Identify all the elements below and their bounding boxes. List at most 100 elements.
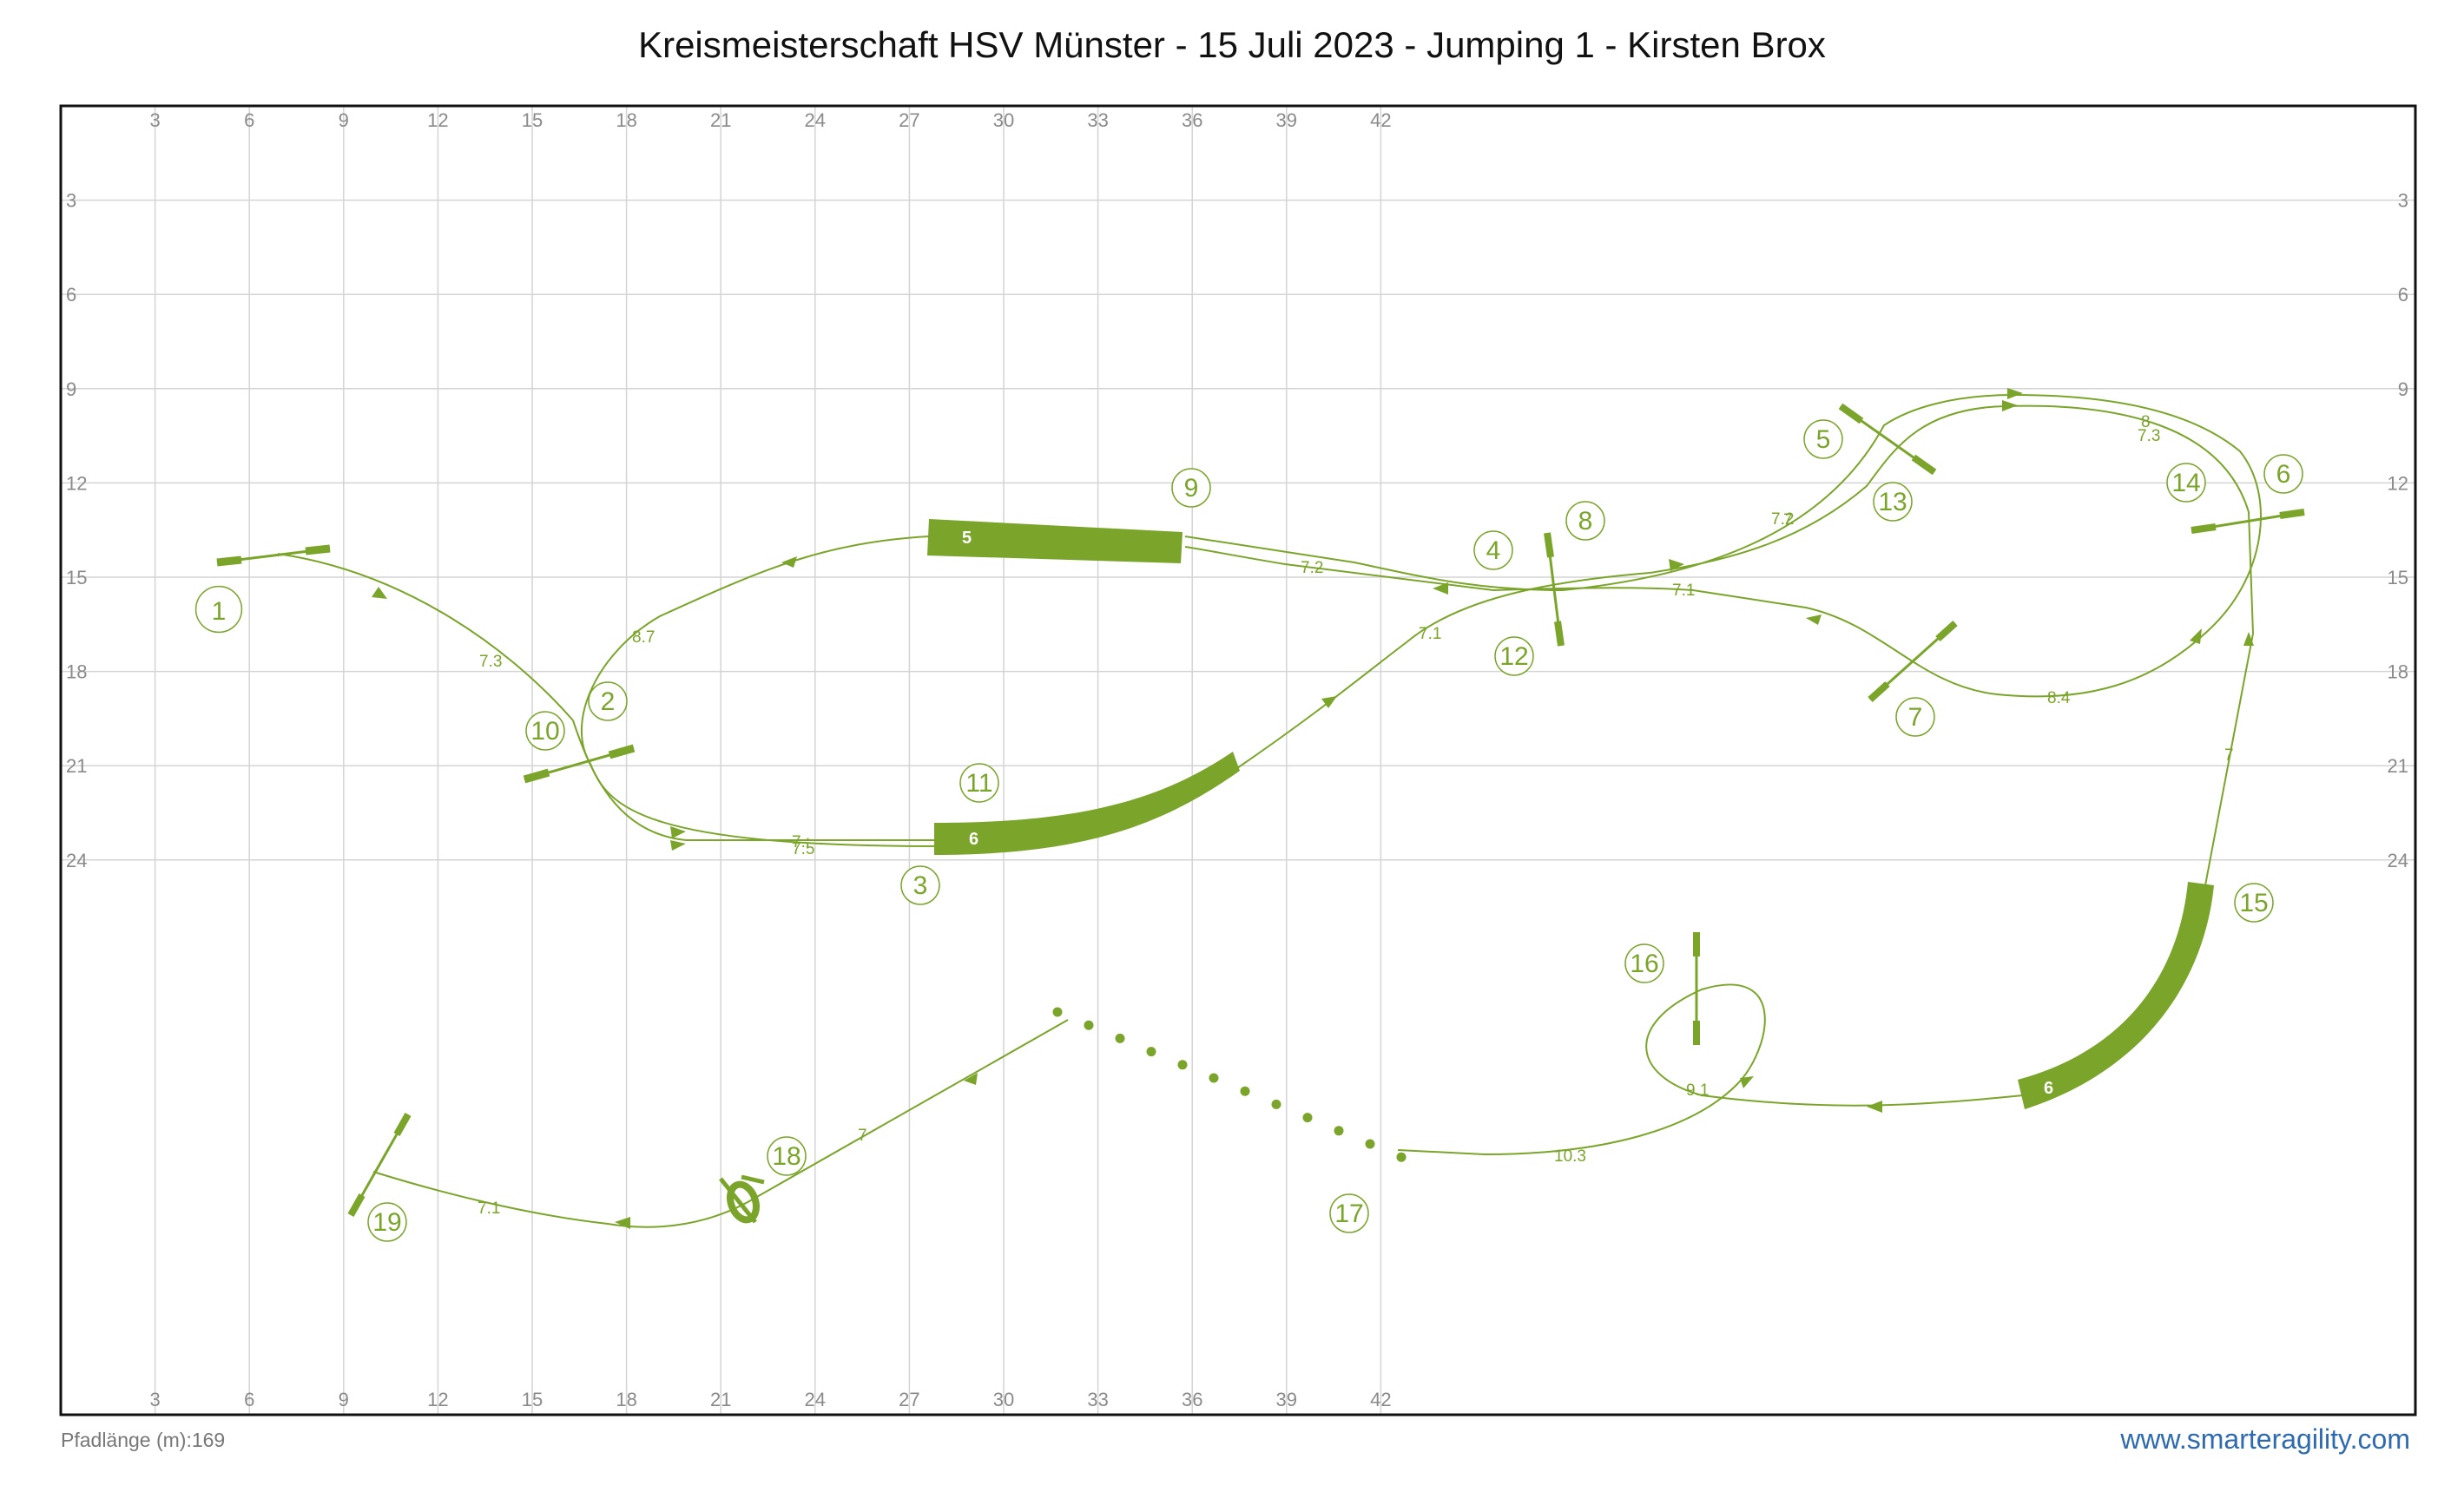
distance-label: 8.7: [632, 628, 655, 647]
tunnels: 5 6 6: [927, 519, 2214, 1109]
path-1-2: [277, 553, 574, 721]
path-length: Pfadlänge (m):169: [61, 1429, 226, 1451]
number-label: 8: [1578, 507, 1593, 536]
y-tick-right: 21: [2388, 755, 2408, 777]
number-label: 13: [1878, 488, 1907, 516]
number-circle: [1171, 468, 1211, 508]
number-label: 11: [965, 769, 992, 798]
obstacle-number-17: 17: [1329, 1193, 1369, 1233]
arrow-icon: [670, 826, 686, 838]
obstacle-number-18: 18: [767, 1136, 807, 1176]
number-circle: [900, 865, 940, 905]
tunnel-9: 5: [927, 519, 1183, 563]
weave-pole: [1146, 1047, 1156, 1057]
number-circle: [367, 1202, 407, 1242]
number-label: 14: [2171, 469, 2200, 497]
number-label: 19: [372, 1208, 401, 1237]
arrow-icon: [1806, 615, 1822, 625]
x-tick-top: 33: [1087, 109, 1108, 131]
obstacle-number-4: 4: [1473, 530, 1513, 570]
distance-label: 10.3: [1554, 1147, 1586, 1166]
arrow-icon: [1321, 696, 1337, 708]
brand-link[interactable]: www.smarteragility.com: [2120, 1423, 2410, 1455]
number-circle: [1873, 482, 1913, 522]
x-tick-bottom: 9: [339, 1389, 349, 1410]
y-tick-right: 15: [2388, 567, 2408, 588]
x-tick-bottom: 6: [244, 1389, 254, 1410]
obstacle-number-19: 19: [367, 1202, 407, 1242]
x-tick-top: 30: [993, 109, 1014, 131]
tunnel-15-label: 6: [2044, 1079, 2053, 1098]
path-6-8: [1492, 587, 2215, 698]
tunnel-15: 6: [2018, 882, 2214, 1109]
arrow-icon: [1867, 1101, 1882, 1113]
weave-pole: [1365, 1139, 1375, 1149]
obstacle-number-8: 8: [1565, 501, 1605, 541]
x-tick-bottom: 27: [899, 1389, 919, 1410]
number-circle: [1803, 419, 1843, 459]
obstacle-number-12: 12: [1494, 636, 1534, 676]
axis-ticks: 3366991212151518182121242427273030333336…: [66, 109, 2408, 1410]
distance-label: 7: [2224, 746, 2234, 765]
x-tick-bottom: 39: [1276, 1389, 1297, 1410]
number-label: 6: [2276, 460, 2291, 489]
x-tick-top: 27: [899, 109, 919, 131]
jump-6: [2191, 509, 2305, 534]
distance-label: 7: [858, 1127, 867, 1145]
x-tick-bottom: 30: [993, 1389, 1014, 1410]
y-tick-left: 9: [66, 378, 76, 400]
distance-label: 7.3: [2138, 427, 2160, 445]
tire-18: [719, 1174, 765, 1224]
distance-label: 7.1: [1672, 582, 1695, 600]
x-tick-top: 39: [1276, 109, 1297, 131]
number-circle: [1624, 943, 1664, 983]
weave-poles-17: [1052, 1007, 1407, 1162]
direction-arrows: [372, 388, 2254, 1229]
distance-label: 7.1: [1419, 625, 1441, 643]
number-label: 4: [1486, 536, 1501, 565]
y-tick-left: 15: [66, 567, 87, 588]
jump-2: [523, 744, 636, 784]
x-tick-bottom: 18: [616, 1389, 636, 1410]
weave-pole: [1115, 1033, 1125, 1043]
number-circle: [959, 763, 999, 803]
weave-pole: [1209, 1073, 1219, 1083]
number-circle: [2263, 454, 2303, 494]
number-circle: [767, 1136, 807, 1176]
number-circle: [1473, 530, 1513, 570]
distance-label: 7.2: [1301, 559, 1323, 577]
x-tick-bottom: 21: [710, 1389, 731, 1410]
y-tick-right: 3: [2398, 190, 2408, 212]
arrow-icon: [2002, 400, 2018, 411]
x-tick-bottom: 24: [805, 1389, 826, 1410]
weave-pole: [1302, 1113, 1313, 1123]
x-tick-top: 15: [522, 109, 543, 131]
weave-pole: [1084, 1020, 1094, 1030]
number-circle: [588, 681, 628, 721]
path-11-14: [1236, 404, 2254, 769]
arrow-icon: [1669, 559, 1684, 571]
number-circle: [1895, 697, 1935, 737]
number-circle: [1494, 636, 1534, 676]
number-label: 2: [601, 687, 616, 716]
obstacle-number-6: 6: [2263, 454, 2303, 494]
tunnel-11: 6: [934, 752, 1240, 855]
arena-border: [59, 104, 2417, 1416]
weave-pole: [1271, 1099, 1281, 1109]
weave-pole: [1177, 1060, 1188, 1070]
number-circle: [194, 585, 243, 634]
number-label: 1: [212, 597, 227, 626]
obstacle-number-3: 3: [900, 865, 940, 905]
arrow-icon: [1740, 1076, 1754, 1088]
distance-label: 7.5: [792, 840, 814, 858]
number-label: 17: [1334, 1200, 1363, 1228]
arrow-icon: [2190, 628, 2202, 644]
path-14-15: [2204, 633, 2254, 886]
distance-label: 7.1: [478, 1200, 500, 1218]
number-label: 10: [530, 717, 559, 746]
arrow-icon: [372, 587, 387, 599]
dog-path: [277, 394, 2262, 1228]
number-label: 15: [2239, 889, 2268, 917]
arrow-icon: [964, 1073, 978, 1085]
number-circle: [525, 711, 565, 751]
